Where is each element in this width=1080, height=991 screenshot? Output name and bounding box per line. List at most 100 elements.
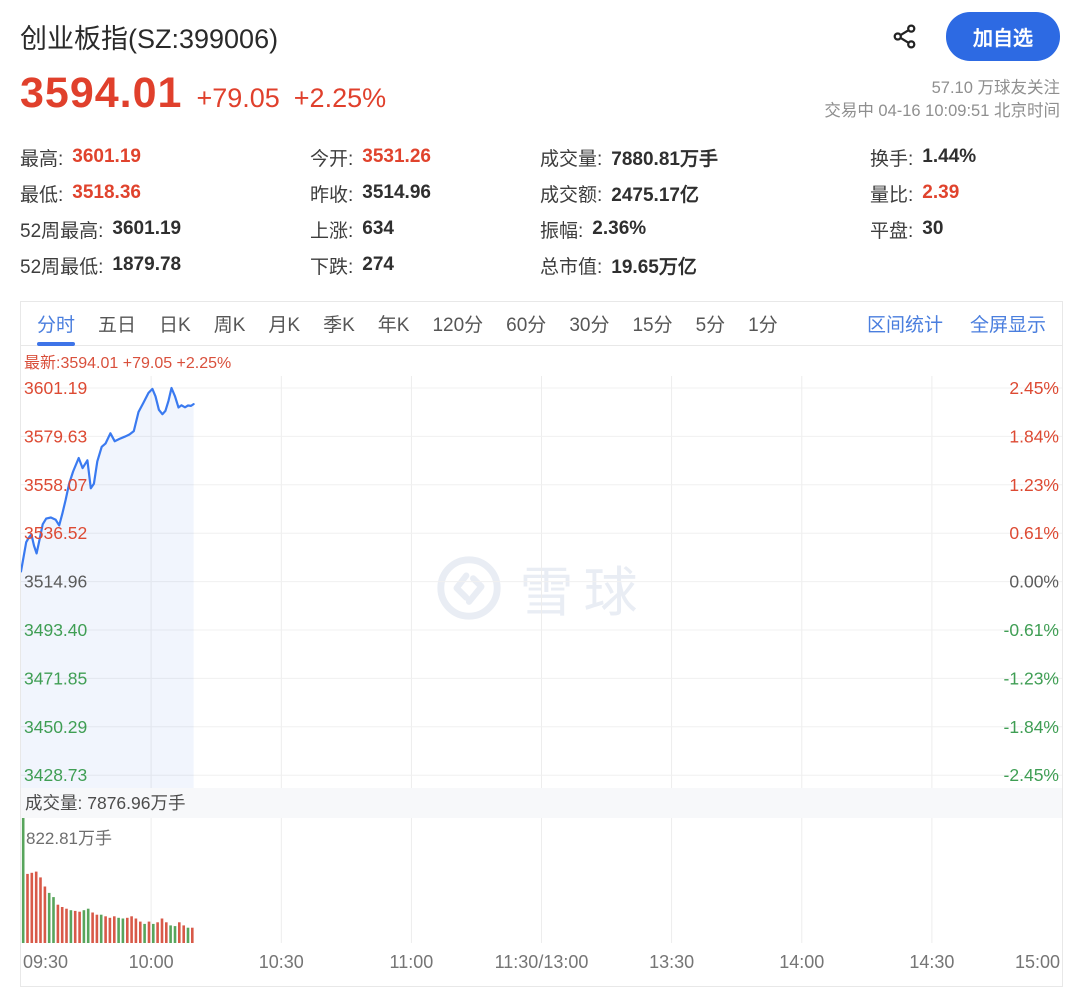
tab-1分[interactable]: 1分: [748, 315, 778, 336]
stat-row: 换手: 1.44%: [870, 139, 1060, 175]
volume-bar: [65, 908, 68, 943]
tab-bar: 分时 五日 日K 周K 月K 季K 年K 120分 60分 30分 15分 5分 1分 区间统计 全屏显示: [21, 302, 1062, 346]
stat-value: 2.39: [922, 182, 960, 203]
intraday-chart[interactable]: 3601.19 2.45% 3579.63 1.84% 3558.07 1.23% 3536…: [21, 346, 1062, 986]
stat-value: 7880.81万手: [611, 148, 718, 170]
volume-bar: [130, 916, 133, 943]
stat-row: 成交额: 2475.17亿: [540, 175, 870, 211]
pct-axis-label: 0.00%: [1009, 572, 1059, 592]
stat-row: 52周最高: 3601.19: [20, 211, 310, 247]
stat-label: 总市值:: [540, 256, 603, 278]
tab-日K[interactable]: 日K: [159, 315, 191, 336]
page-title: 创业板指(SZ:399006): [20, 24, 279, 54]
volume-bar: [169, 925, 172, 943]
volume-bar: [69, 910, 73, 943]
volume-bar: [26, 873, 29, 943]
header: 创业板指(SZ:399006) 加自选: [0, 0, 1080, 61]
volume-bar: [160, 918, 164, 943]
pct-axis-label: -1.23%: [1004, 668, 1059, 688]
price-axis-label: 3450.29: [24, 717, 87, 737]
volume-bar: [34, 871, 38, 943]
stat-label: 成交额:: [540, 184, 603, 206]
price-axis-label: 3579.63: [24, 426, 87, 446]
stat-value: 274: [362, 254, 394, 275]
stat-row: 最低: 3518.36: [20, 175, 310, 211]
stat-label: 52周最低:: [20, 256, 104, 278]
time-axis-label: 11:00: [390, 952, 434, 972]
volume-bar: [73, 910, 77, 943]
stats-column: 今开: 3531.26 昨收: 3514.96 上涨: 634 下跌: 274: [310, 139, 540, 283]
volume-bar: [82, 910, 86, 943]
watermark-text: 雪球: [519, 563, 648, 623]
stat-row: 量比: 2.39: [870, 175, 1060, 211]
stat-label: 下跌:: [310, 256, 354, 278]
tab-年K[interactable]: 年K: [377, 315, 410, 336]
stat-value: 30: [922, 218, 944, 239]
volume-bar: [143, 923, 146, 943]
latest-quote-label: 最新:3594.01 +79.05 +2.25%: [24, 354, 231, 372]
tab-分时[interactable]: 分时: [37, 302, 76, 346]
volume-header-label: 成交量: 7876.96万手: [25, 793, 185, 813]
volume-bar: [60, 907, 64, 943]
stat-value: 3601.19: [72, 146, 141, 167]
time-axis-label: 14:30: [909, 952, 954, 972]
tab-bar-links: 区间统计 全屏显示: [867, 302, 1046, 345]
price-axis-label: 3558.07: [24, 475, 87, 495]
volume-bar: [121, 918, 125, 943]
volume-bar: [186, 927, 190, 943]
time-axis-label: 10:00: [129, 952, 174, 972]
pct-axis-label: -1.84%: [1004, 717, 1059, 737]
time-axis-label: 11:30/13:00: [495, 952, 589, 972]
share-icon[interactable]: [891, 23, 918, 50]
stat-label: 今开:: [310, 148, 354, 170]
stat-label: 平盘:: [870, 220, 914, 242]
stat-label: 最高:: [20, 148, 64, 170]
volume-bar: [43, 886, 47, 943]
price-axis-label: 3601.19: [24, 378, 87, 398]
stats-column: 换手: 1.44% 量比: 2.39 平盘: 30: [870, 139, 1060, 283]
tab-周K[interactable]: 周K: [213, 315, 246, 336]
volume-bar: [47, 892, 51, 943]
stat-label: 昨收:: [310, 184, 354, 206]
tab-15分[interactable]: 15分: [632, 315, 673, 336]
link-区间统计[interactable]: 区间统计: [866, 315, 943, 336]
tab-60分[interactable]: 60分: [506, 315, 547, 336]
tab-月K[interactable]: 月K: [268, 315, 301, 336]
volume-bar: [104, 916, 107, 943]
volume-bar: [52, 897, 55, 943]
volume-bar: [95, 914, 99, 943]
pct-axis-label: 2.45%: [1009, 378, 1059, 398]
volume-bar: [86, 908, 90, 943]
volume-bar: [99, 914, 103, 943]
volume-bar: [113, 916, 116, 943]
tab-120分[interactable]: 120分: [432, 315, 484, 336]
stats-grid: 最高: 3601.19 最低: 3518.36 52周最高: 3601.19 52周最低: 1…: [0, 123, 1080, 283]
stat-label: 最低:: [20, 184, 64, 206]
time-axis-label: 14:00: [779, 952, 824, 972]
volume-bar: [156, 922, 159, 943]
stat-row: 下跌: 274: [310, 247, 540, 283]
volume-bar: [173, 926, 177, 943]
volume-bar: [165, 922, 168, 943]
volume-bar: [117, 917, 120, 943]
stat-row: 上涨: 634: [310, 211, 540, 247]
price-axis-label: 3493.40: [24, 620, 88, 640]
followers-count: 57.10 万球友关注: [931, 79, 1060, 97]
tab-bar-tabs: 分时 五日 日K 周K 月K 季K 年K 120分 60分 30分 15分 5分 1分: [37, 302, 778, 346]
tab-30分[interactable]: 30分: [569, 315, 610, 336]
tab-季K[interactable]: 季K: [323, 315, 355, 336]
stat-value: 3514.96: [362, 182, 431, 203]
stat-label: 振幅:: [540, 220, 584, 242]
tab-五日[interactable]: 五日: [98, 315, 137, 336]
time-axis-label: 09:30: [23, 952, 68, 972]
stat-value: 3518.36: [72, 182, 141, 203]
add-watchlist-button[interactable]: 加自选: [946, 12, 1060, 61]
tab-5分[interactable]: 5分: [695, 315, 726, 336]
volume-bar: [21, 818, 25, 943]
stat-label: 成交量:: [540, 148, 603, 170]
time-axis-label: 13:30: [649, 952, 694, 972]
pct-axis-label: 1.84%: [1009, 426, 1059, 446]
link-全屏显示[interactable]: 全屏显示: [969, 315, 1046, 336]
volume-bar: [182, 925, 185, 943]
